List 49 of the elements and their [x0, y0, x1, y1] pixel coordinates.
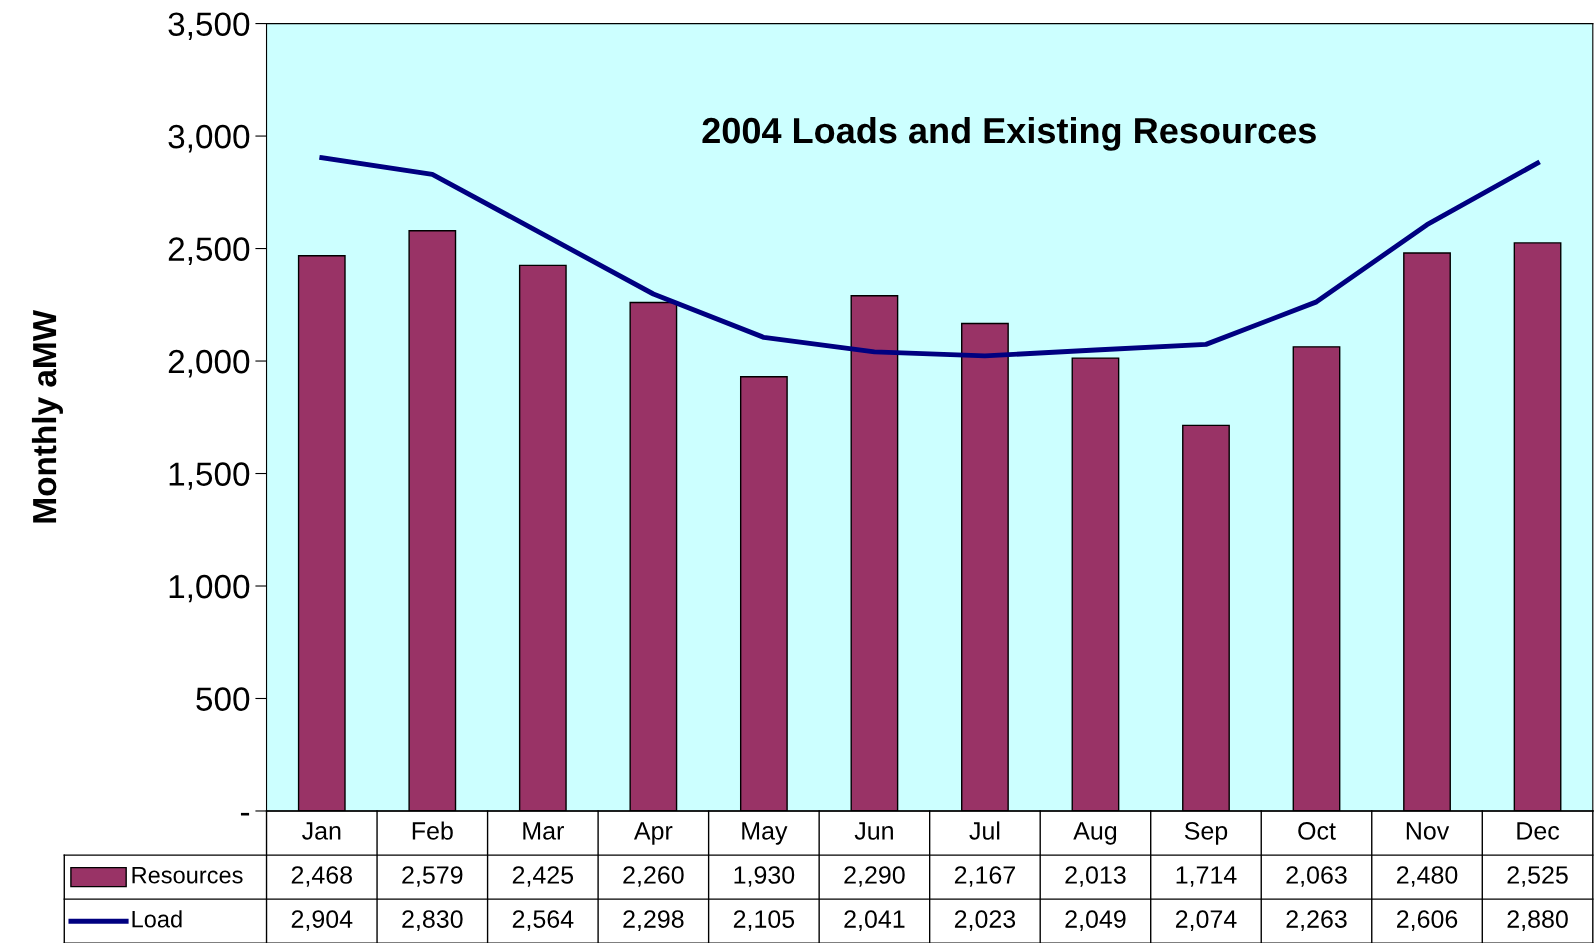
data-label: 2,023 — [954, 910, 1016, 931]
data-label: 2,425 — [512, 866, 574, 887]
data-label: 2,167 — [954, 866, 1015, 887]
data-label: 1,714 — [1176, 866, 1237, 887]
x-tick-label: Oct — [1298, 822, 1336, 840]
x-tick-label: Jun — [854, 822, 893, 840]
data-label: 2,468 — [291, 866, 352, 887]
data-label: 2,525 — [1507, 866, 1568, 887]
data-label: 2,074 — [1175, 910, 1237, 931]
y-tick-label: 2,500 — [168, 237, 250, 265]
line-series — [319, 155, 1540, 359]
y-tick-label: 1,500 — [169, 462, 250, 490]
data-label: 2,263 — [1286, 910, 1347, 931]
data-label: 2,041 — [844, 910, 905, 931]
data-label: 2,579 — [402, 866, 463, 887]
legend-label: Load — [132, 910, 182, 928]
data-label: 2,013 — [1065, 866, 1126, 887]
x-tick-label: Apr — [633, 822, 673, 845]
data-label: 2,290 — [844, 866, 905, 887]
y-tick-label: 2,000 — [168, 349, 250, 378]
data-label: 2,049 — [1065, 910, 1126, 931]
y-tick-label: 1,000 — [169, 574, 250, 603]
y-tick-label: - — [240, 812, 250, 816]
x-tick-label: Jan — [302, 822, 341, 840]
data-label: 2,480 — [1397, 866, 1458, 887]
y-tick-label: 3,000 — [168, 124, 250, 153]
x-tick-label: Feb — [412, 821, 453, 840]
x-tick-label: Jul — [969, 821, 1000, 840]
data-label: 1,930 — [734, 866, 795, 887]
legend-label: Resources — [132, 866, 243, 884]
y-axis-title: Monthly aMW — [31, 309, 63, 523]
x-tick-label: May — [742, 822, 788, 845]
data-label: 2,298 — [623, 910, 684, 931]
data-label: 2,260 — [623, 866, 684, 887]
data-label: 2,830 — [402, 910, 463, 931]
data-label: 2,880 — [1507, 910, 1568, 931]
data-label: 2,105 — [733, 910, 795, 931]
data-label: 2,606 — [1397, 910, 1458, 931]
x-tick-label: Mar — [523, 822, 564, 840]
data-label: 2,904 — [291, 910, 353, 931]
y-tick-label: 3,500 — [168, 12, 250, 40]
x-tick-label: Nov — [1406, 822, 1450, 840]
y-tick-label: 500 — [196, 687, 250, 711]
x-tick-label: Sep — [1184, 822, 1228, 845]
text: 2004 Loads and Existing Resources — [702, 116, 1316, 151]
data-label: 2,564 — [512, 910, 574, 931]
x-tick-label: Aug — [1073, 822, 1117, 845]
x-tick-label: Dec — [1517, 822, 1560, 840]
data-label: 2,063 — [1286, 866, 1347, 887]
